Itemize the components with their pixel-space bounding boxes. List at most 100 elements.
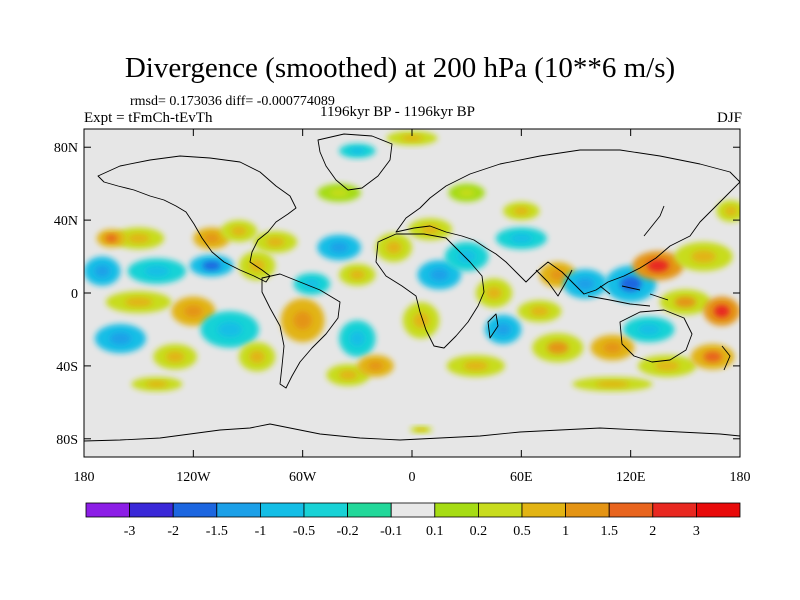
field-blob-core-43 <box>703 351 722 363</box>
period-label: 1196kyr BP - 1196kyr BP <box>320 104 476 120</box>
colorbar-label-7: 0.1 <box>426 524 444 539</box>
colorbar-swatch-6 <box>347 502 392 518</box>
colorbar-swatch-5 <box>303 502 348 518</box>
field-blob-core-47 <box>349 147 365 154</box>
x-tick-label-3: 0 <box>409 470 416 485</box>
field-blob-core-19 <box>349 330 365 347</box>
stats-line: rmsd= 0.173036 diff= -0.000774089 <box>130 94 335 109</box>
field-blob-core-27 <box>486 286 502 300</box>
field-blob-core-36 <box>647 259 669 272</box>
axis-ticks: 180 120W 60W 0 60E 120E 180 80N 40N 0 40S 80S <box>54 129 751 485</box>
eurasia-coast <box>395 149 740 295</box>
colorbar-label-2: -1.5 <box>206 524 228 539</box>
colorbar-label-12: 2 <box>649 524 656 539</box>
field-blob-core-41 <box>603 342 622 354</box>
x-tick-label-2: 60W <box>289 470 317 485</box>
colorbar-swatch-13 <box>652 502 697 518</box>
field-blob-core-30 <box>510 233 533 243</box>
x-tick-label-4: 60E <box>510 470 533 485</box>
field-blob-core-49 <box>459 188 475 197</box>
coastlines <box>84 133 740 442</box>
field-blob-core-2 <box>203 233 220 243</box>
field-blob-core-10 <box>184 305 203 318</box>
field-blob-core-38 <box>674 296 697 308</box>
field-blob-core-20 <box>339 370 358 380</box>
field-blob-core-28 <box>495 323 511 336</box>
colorbar-label-1: -2 <box>167 524 179 539</box>
colorbar-swatch-4 <box>259 502 305 518</box>
australia-coast <box>619 309 693 363</box>
field-blob-core-1 <box>105 234 118 243</box>
field-blob-core-11 <box>217 321 243 338</box>
field-blob-core-15 <box>293 311 312 330</box>
x-tick-label-5: 120E <box>616 470 646 485</box>
field-blob-core-39 <box>714 305 730 318</box>
field-blob-core-12 <box>109 332 132 345</box>
field-blob-core-18 <box>349 270 365 280</box>
field-blob-core-35 <box>619 276 642 292</box>
field-blob-core-44 <box>595 381 630 388</box>
field-blob-core-0 <box>127 233 150 243</box>
field-blob-core-40 <box>638 324 660 335</box>
colorbar-swatch-1 <box>129 502 174 518</box>
colorbar-label-9: 0.5 <box>513 524 531 539</box>
field-blob-core-8 <box>249 259 265 272</box>
indonesia-coast <box>587 285 669 307</box>
japan-coast <box>643 205 665 237</box>
field-blob-core-16 <box>304 279 320 289</box>
colorbar-label-0: -3 <box>124 524 136 539</box>
field-blob-core-13 <box>165 351 185 363</box>
y-tick-label-2: 0 <box>71 287 78 302</box>
field-blob-core-46 <box>401 135 423 142</box>
colorbar-label-4: -0.5 <box>293 524 315 539</box>
season-label: DJF <box>716 110 742 126</box>
india-coast <box>535 269 573 297</box>
y-tick-label-1: 40N <box>54 214 78 229</box>
colorbar-swatch-2 <box>172 502 218 518</box>
colorbar-swatch-12 <box>608 502 654 518</box>
colorbar-label-6: -0.1 <box>380 524 402 539</box>
colorbar-swatch-9 <box>477 502 523 518</box>
colorbar-swatch-0 <box>85 502 130 518</box>
colorbar-label-3: -1 <box>255 524 267 539</box>
field-blob-core-42 <box>654 361 680 371</box>
experiment-label: Expt = tFmCh-tEvTh <box>84 110 213 126</box>
x-tick-label-1: 120W <box>176 470 211 485</box>
y-tick-label-0: 80N <box>54 141 78 156</box>
y-tick-label-3: 40S <box>56 360 78 375</box>
colorbar-swatch-7 <box>390 502 436 518</box>
new-zealand-coast <box>721 345 731 371</box>
field-blob-core-23 <box>413 312 429 328</box>
field-blob-core-48 <box>329 188 349 197</box>
colorbar-swatch-10 <box>521 502 566 518</box>
field-blob-core-52 <box>416 428 426 432</box>
field-blob-core-45 <box>146 381 168 388</box>
colorbar-swatch-8 <box>434 502 479 518</box>
field-blob-core-51 <box>724 206 738 216</box>
field-blob-core-6 <box>144 265 170 277</box>
colorbar-swatch-14 <box>696 502 741 518</box>
field-blob-core-21 <box>386 241 402 254</box>
field-blob-core-31 <box>550 269 566 281</box>
field-blob-core-9 <box>124 297 153 307</box>
x-tick-label-6: 180 <box>730 470 751 485</box>
colorbar-label-5: -0.2 <box>337 524 359 539</box>
north-america-coast <box>97 155 297 283</box>
antarctica-coast <box>84 423 740 442</box>
field-blob-core-32 <box>530 306 549 316</box>
field-blob-core-5 <box>94 265 110 278</box>
colorbar-label-13: 3 <box>693 524 700 539</box>
south-america-coast <box>261 273 341 389</box>
africa-coast <box>375 233 485 349</box>
field-blob-core-17 <box>329 242 349 253</box>
field-blob-core-14 <box>249 350 265 363</box>
field-blob-core-3 <box>231 226 247 236</box>
colorbar: -3 -2 -1.5 -1 -0.5 -0.2 -0.1 0.1 0.2 0.5 1 1.5 2 3 <box>85 502 741 539</box>
field-blob-core-37 <box>691 250 716 263</box>
field-blob-core-22 <box>430 268 449 281</box>
x-tick-label-0: 180 <box>74 470 95 485</box>
colorbar-label-8: 0.2 <box>470 524 488 539</box>
colorbar-label-10: 1 <box>562 524 569 539</box>
madagascar-coast <box>487 313 499 339</box>
